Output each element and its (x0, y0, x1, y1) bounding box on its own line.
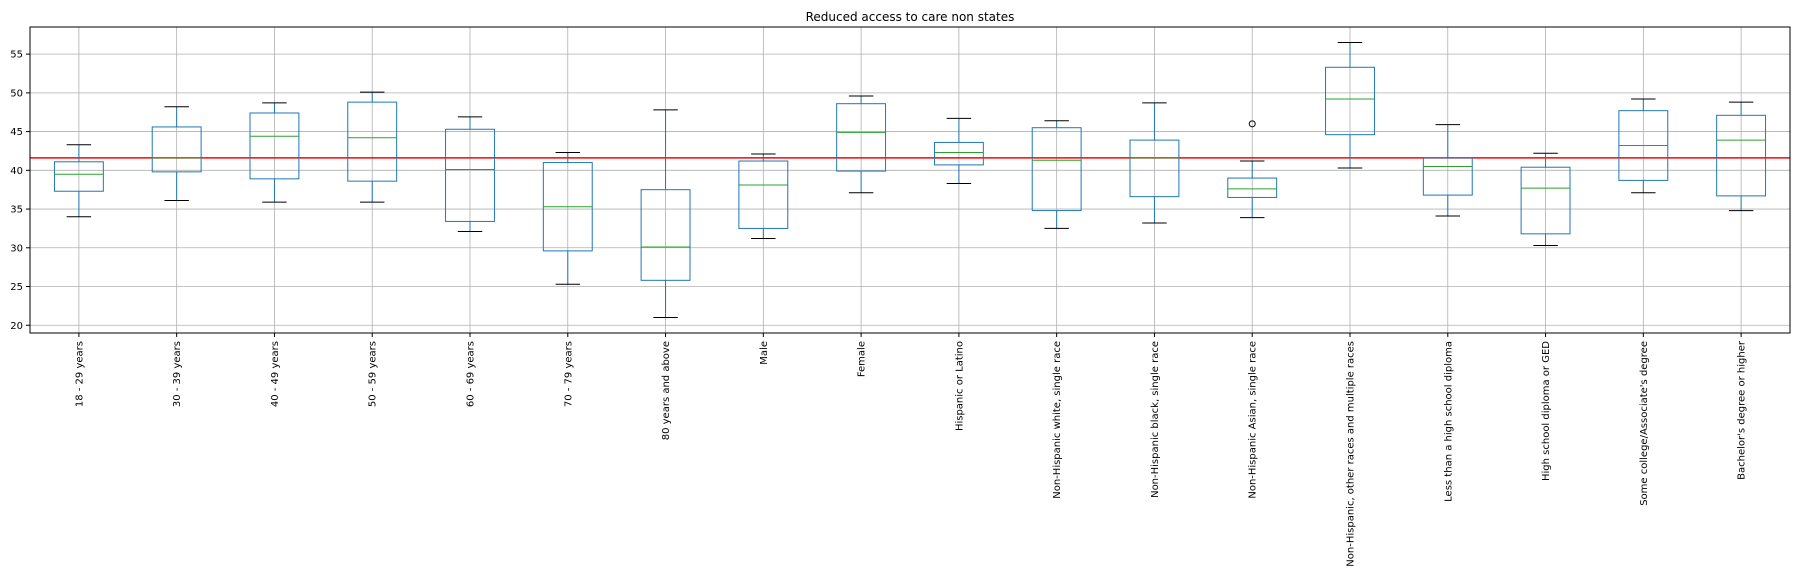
box-group (151, 106, 202, 202)
x-tick-label: Non-Hispanic Asian, single race (1248, 341, 1259, 499)
box-group (1031, 120, 1082, 229)
y-tick-label: 50 (10, 88, 23, 99)
box (1716, 114, 1767, 197)
box-group (1618, 98, 1669, 194)
x-tick-label: High school diploma or GED (1541, 341, 1552, 481)
box (640, 189, 691, 281)
x-tick-label: Less than a high school diploma (1443, 341, 1454, 502)
x-tick-label: Male (759, 341, 770, 365)
x-tick-label: 70 - 79 years (563, 341, 574, 407)
x-tick-label: Hispanic or Latino (954, 341, 965, 431)
y-axis: 20 25 30 35 40 45 50 55 (10, 50, 30, 332)
box-group (249, 102, 300, 203)
box (1227, 177, 1278, 198)
y-tick-label: 55 (10, 50, 23, 61)
x-tick-label: Non-Hispanic, other races and multiple r… (1346, 341, 1357, 567)
x-tick-label: Non-Hispanic white, single race (1052, 341, 1063, 499)
box (151, 126, 202, 173)
grid (30, 27, 1790, 333)
box-group (1325, 41, 1375, 169)
x-tick-label: 80 years and above (661, 341, 672, 440)
box (53, 161, 104, 192)
y-tick-label: 30 (10, 243, 23, 254)
box-group (1520, 152, 1571, 246)
box-group (53, 144, 104, 218)
box-group (1422, 124, 1473, 217)
box (347, 101, 398, 182)
x-tick-label: 60 - 69 years (466, 341, 477, 407)
box-group (445, 116, 495, 233)
x-tick-label: 30 - 39 years (172, 341, 183, 407)
x-tick-label: Some college/Associate's degree (1639, 341, 1650, 506)
y-tick-label: 45 (10, 127, 23, 138)
outlier-point (1248, 120, 1256, 128)
box (1325, 66, 1375, 136)
x-tick-label: Non-Hispanic black, single race (1150, 341, 1161, 498)
box-group (640, 109, 691, 319)
box (249, 112, 300, 180)
y-tick-label: 25 (10, 282, 23, 293)
y-tick-label: 20 (10, 321, 23, 332)
box (836, 103, 887, 172)
box-group (836, 95, 887, 194)
box-group (1129, 102, 1180, 224)
box-group (347, 91, 398, 203)
box (1422, 157, 1473, 196)
x-tick-label: 50 - 59 years (368, 341, 379, 407)
x-tick-label: Bachelor's degree or higher (1737, 340, 1748, 480)
y-tick-label: 40 (10, 166, 23, 177)
box (738, 160, 789, 229)
box-group (738, 153, 789, 239)
chart-title: Reduced access to care non states (806, 10, 1015, 24)
box (1520, 166, 1571, 235)
box (1031, 127, 1082, 212)
box (445, 128, 495, 222)
box-group (1227, 120, 1278, 219)
box-group (1716, 101, 1767, 212)
box (1129, 139, 1180, 198)
boxes (53, 41, 1767, 319)
box-group (542, 151, 593, 285)
x-axis: 18 - 29 years 30 - 39 years 40 - 49 years 5… (74, 333, 1748, 567)
box (933, 141, 984, 166)
x-tick-label: Female (857, 341, 868, 377)
x-tick-label: 40 - 49 years (270, 341, 281, 407)
axes-frame (29, 26, 1791, 334)
y-tick-label: 35 (10, 205, 23, 216)
box-group (933, 117, 984, 184)
x-tick-label: 18 - 29 years (74, 341, 85, 407)
